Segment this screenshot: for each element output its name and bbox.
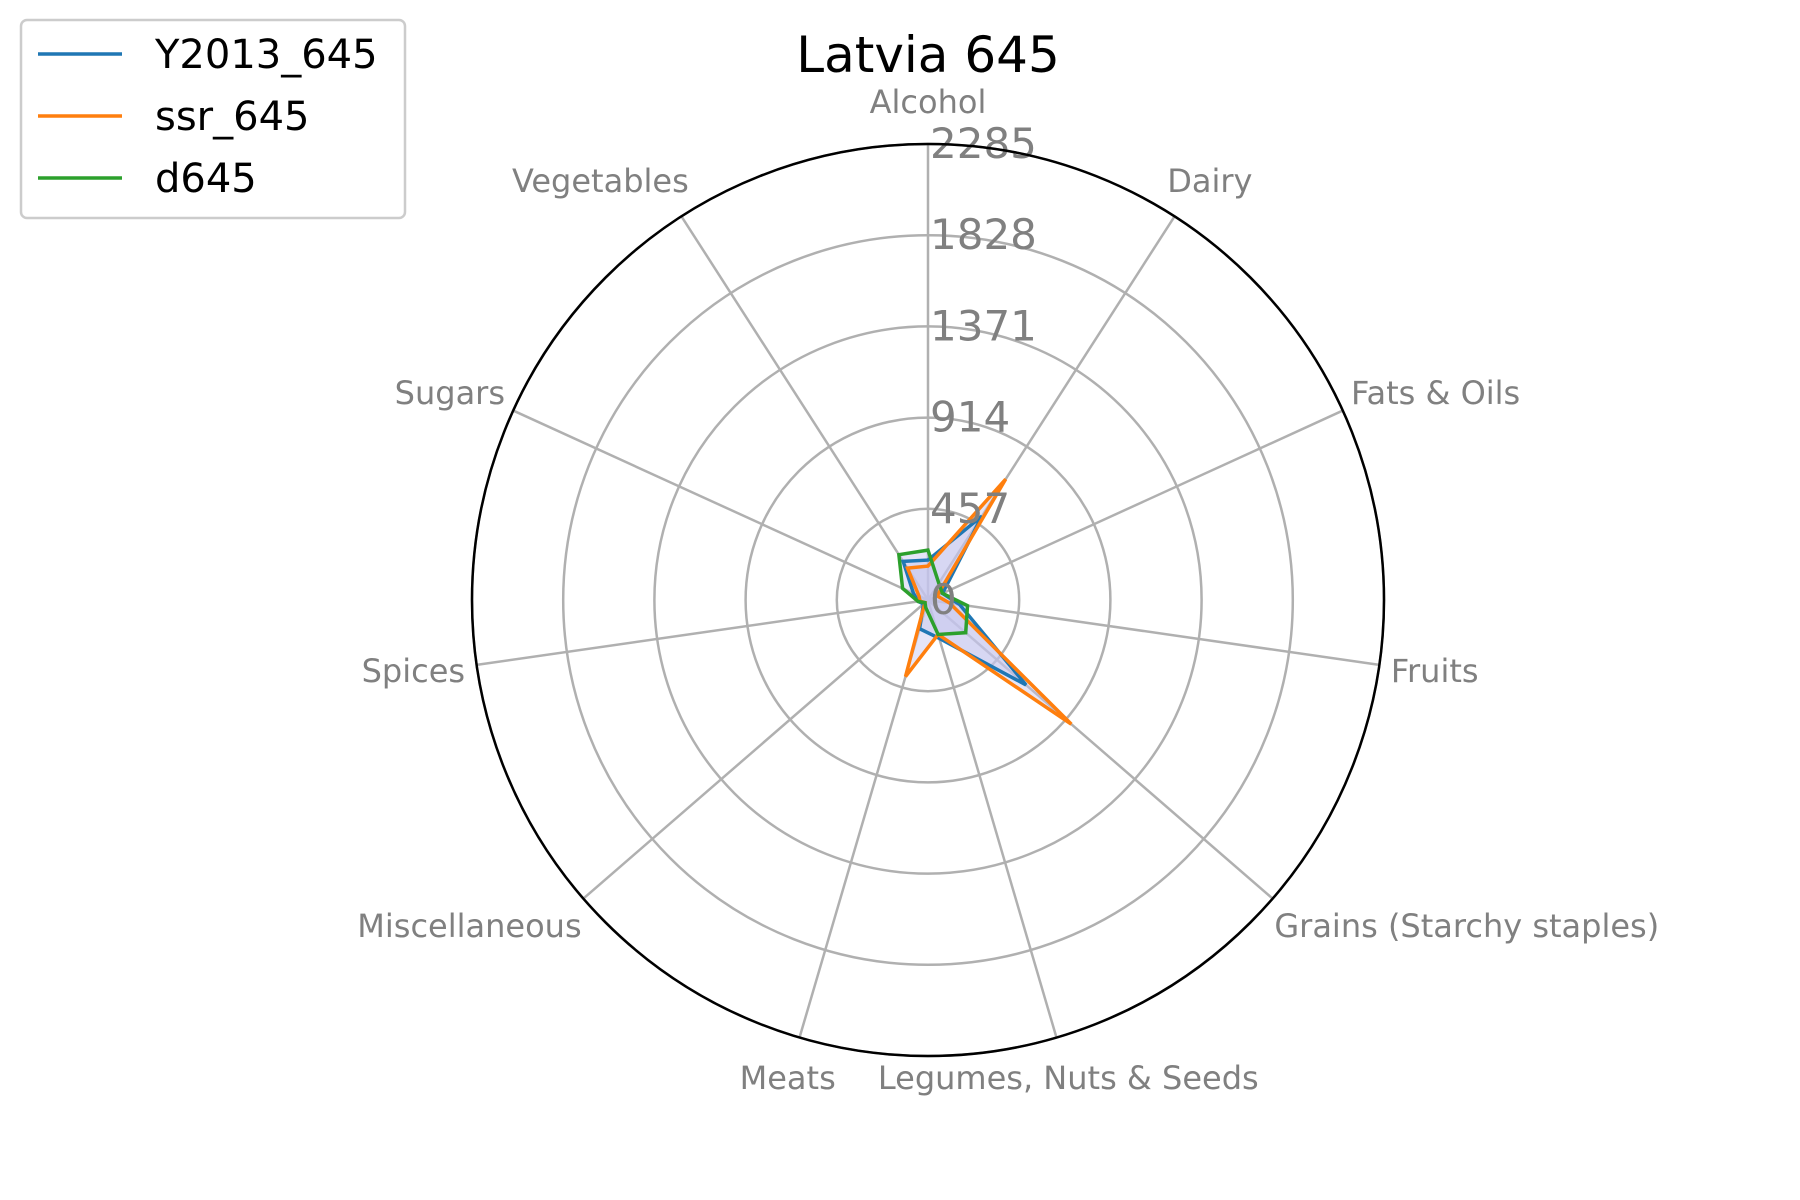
spoke-5 [926,599,1058,1038]
category-label: Miscellaneous [357,907,581,945]
category-label: Legumes, Nuts & Seeds [878,1059,1259,1097]
category-label: Alcohol [870,83,987,121]
spoke-2 [927,409,1344,602]
legend-label: Y2013_645 [154,32,378,78]
legend-label: d645 [155,156,257,202]
spoke-10 [680,215,930,601]
category-label: Sugars [395,374,505,412]
chart-title: Latvia 645 [796,26,1060,84]
polar-frame [470,142,1386,1058]
spoke-1 [926,215,1176,601]
spoke-9 [512,409,929,602]
radial-tick-label: 457 [930,484,1010,533]
spoke-7 [582,599,929,900]
category-label: Meats [740,1059,836,1097]
series-layer [896,477,1073,726]
category-label: Vegetables [512,162,689,200]
radial-tick-label: 0 [930,575,957,624]
category-label: Fats & Oils [1351,374,1520,412]
series-fill-1 [905,479,1072,725]
radial-tick-label: 914 [930,393,1010,442]
spoke-3 [927,598,1380,667]
category-label: Spices [362,652,465,690]
series-line-d645 [896,548,970,637]
category-label: Fruits [1391,652,1479,690]
legend: Y2013_645 ssr_645 d645 [19,18,407,220]
category-label: Dairy [1167,162,1252,200]
radial-tick-label: 1828 [930,210,1037,259]
legend-box [19,18,407,220]
category-label: Grains (Starchy staples) [1274,907,1659,945]
spoke-8 [476,598,929,667]
series-fill-2 [898,550,968,635]
radial-tick-label: 1371 [930,301,1037,350]
spoke-4 [927,599,1274,900]
category-labels: Alcohol Dairy Fats & Oils Fruits Grains (Sta… [357,83,1659,1097]
legend-label: ssr_645 [155,94,309,140]
series-line-Y2013_645 [900,514,1028,687]
series-line-ssr_645 [903,477,1073,726]
